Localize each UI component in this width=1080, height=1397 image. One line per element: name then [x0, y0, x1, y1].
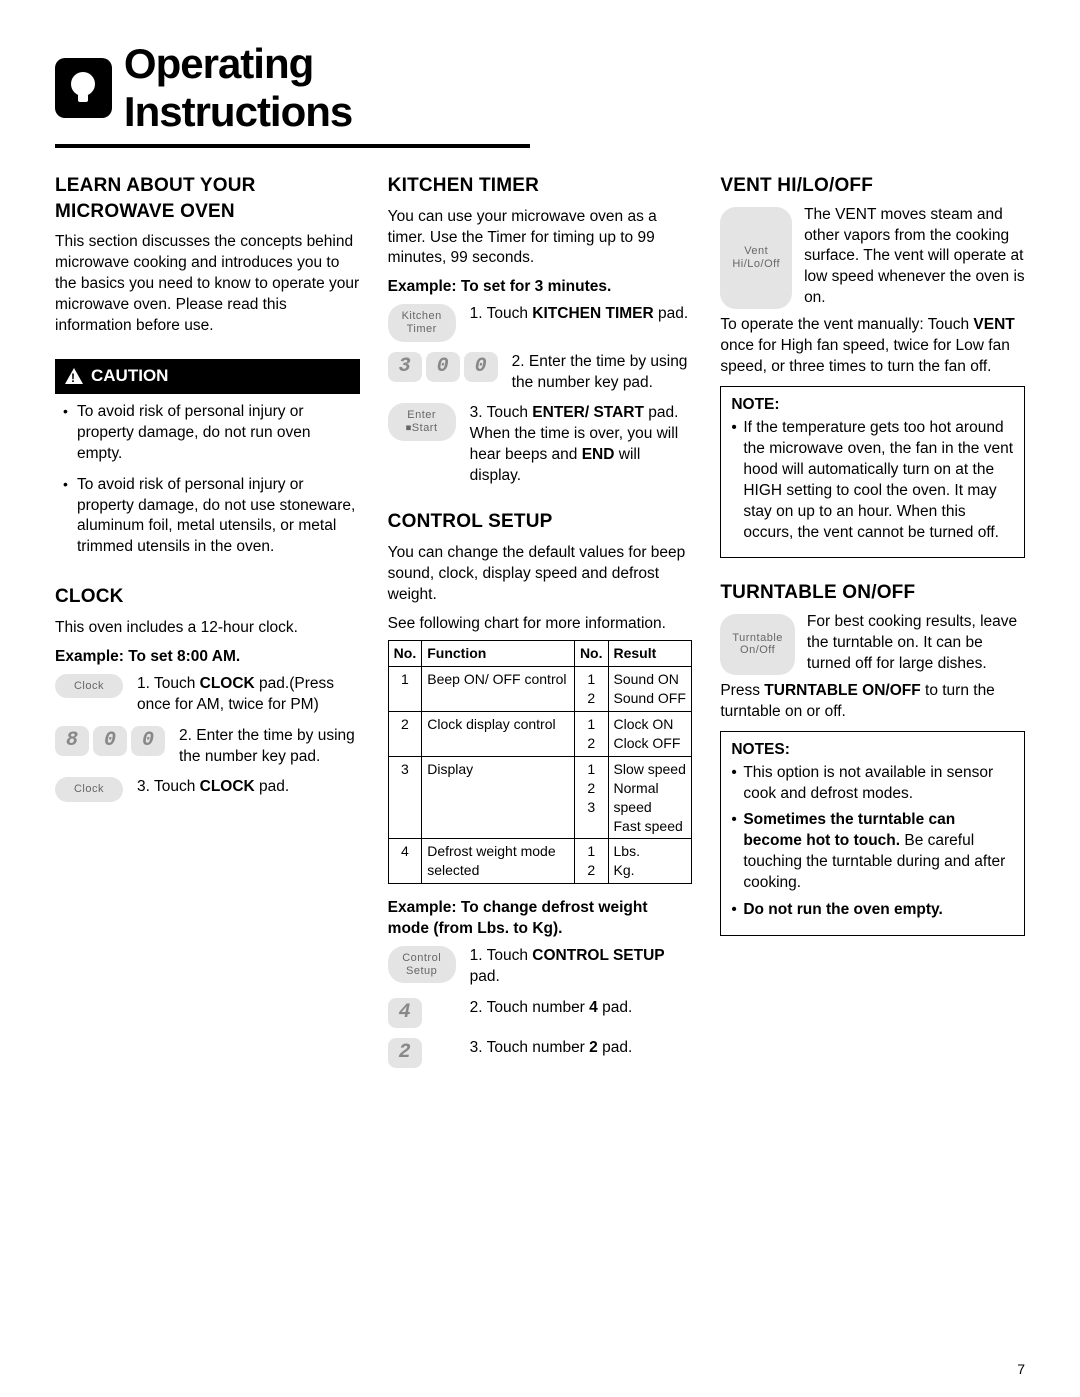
- cell: 1 2: [574, 839, 608, 884]
- vent-pad: VentHi/Lo/Off: [720, 207, 792, 310]
- caution-bar: CAUTION: [55, 359, 360, 394]
- turntable-p1: For best cooking results, leave the turn…: [807, 612, 1025, 675]
- th-result: Result: [608, 641, 692, 667]
- timer-step-1: 1. Touch KITCHEN TIMER pad.: [470, 304, 693, 325]
- content-columns: LEARN ABOUT YOUR MICROWAVE OVEN This sec…: [55, 173, 1025, 1090]
- control-example: Example: To change defrost weight mode (…: [388, 898, 693, 940]
- cell: 1 2: [574, 667, 608, 712]
- digit: 0: [464, 352, 498, 382]
- caution-list: To avoid risk of personal injury or prop…: [55, 402, 360, 558]
- turntable-note: Do not run the oven empty.: [743, 900, 1014, 921]
- digit: 4: [388, 998, 422, 1028]
- clock-step-3: 3. Touch CLOCK pad.: [137, 777, 360, 798]
- clock-step-2: 2. Enter the time by using the number ke…: [179, 726, 360, 768]
- page-number: 7: [1017, 1361, 1025, 1377]
- clock-step-1: 1. Touch CLOCK pad.(Press once for AM, t…: [137, 674, 360, 716]
- note-label: NOTE:: [731, 396, 779, 413]
- digit: 0: [93, 726, 127, 756]
- timer-intro: You can use your microwave oven as a tim…: [388, 207, 693, 270]
- control-step-2: 2. Touch number 4 pad.: [470, 998, 693, 1019]
- cell: 1 2 3: [574, 756, 608, 839]
- control-step-1: 1. Touch CONTROL SETUP pad.: [470, 946, 693, 988]
- turntable-pad: TurntableOn/Off: [720, 614, 795, 675]
- turntable-note: This option is not available in sensor c…: [743, 763, 1014, 805]
- clock-intro: This oven includes a 12-hour clock.: [55, 618, 360, 639]
- column-3: VENT HI/LO/OFF VentHi/Lo/Off The VENT mo…: [720, 173, 1025, 1090]
- digit-pad: 8 0 0: [55, 726, 165, 756]
- vent-note-box: NOTE: If the temperature gets too hot ar…: [720, 386, 1025, 558]
- page-title: Operating Instructions: [124, 40, 530, 136]
- th-function: Function: [422, 641, 575, 667]
- vent-note-item: If the temperature gets too hot around t…: [743, 418, 1014, 544]
- turntable-notes-box: NOTES: This option is not available in s…: [720, 731, 1025, 936]
- vent-heading: VENT HI/LO/OFF: [720, 173, 1025, 199]
- control-seechart: See following chart for more information…: [388, 614, 693, 635]
- clock-pad-button: Clock: [55, 777, 123, 802]
- control-step-3: 3. Touch number 2 pad.: [470, 1038, 693, 1059]
- caution-item: To avoid risk of personal injury or prop…: [77, 402, 356, 465]
- cell: Slow speed Normal speed Fast speed: [608, 756, 692, 839]
- warning-icon: [65, 368, 83, 384]
- column-2: KITCHEN TIMER You can use your microwave…: [388, 173, 693, 1090]
- page-header: Operating Instructions: [55, 40, 530, 148]
- cell: 3: [388, 756, 422, 839]
- cell: Display: [422, 756, 575, 839]
- column-1: LEARN ABOUT YOUR MICROWAVE OVEN This sec…: [55, 173, 360, 1090]
- cell: 2: [388, 712, 422, 757]
- kitchen-timer-pad: KitchenTimer: [388, 304, 456, 341]
- digit: 0: [131, 726, 165, 756]
- digit: 0: [426, 352, 460, 382]
- vent-p1: The VENT moves steam and other vapors fr…: [804, 205, 1025, 310]
- vent-p2: To operate the vent manually: Touch VENT…: [720, 315, 1025, 378]
- learn-heading: LEARN ABOUT YOUR MICROWAVE OVEN: [55, 173, 360, 224]
- cell: 1 2: [574, 712, 608, 757]
- digit: 3: [388, 352, 422, 382]
- cell: 4: [388, 839, 422, 884]
- cell: Clock ON Clock OFF: [608, 712, 692, 757]
- caution-item: To avoid risk of personal injury or prop…: [77, 475, 356, 559]
- control-setup-pad: ControlSetup: [388, 946, 456, 983]
- cell: Lbs. Kg.: [608, 839, 692, 884]
- digit: 2: [388, 1038, 422, 1068]
- clock-pad-button: Clock: [55, 674, 123, 699]
- timer-step-2: 2. Enter the time by using the number ke…: [512, 352, 693, 394]
- enter-start-pad: Enter⏹Start: [388, 403, 456, 440]
- control-heading: CONTROL SETUP: [388, 509, 693, 535]
- turntable-p2: Press TURNTABLE ON/OFF to turn the turnt…: [720, 681, 1025, 723]
- control-setup-table: No. Function No. Result 1Beep ON/ OFF co…: [388, 640, 693, 884]
- timer-step-3: 3. Touch ENTER/ START pad. When the time…: [470, 403, 693, 487]
- cell: Clock display control: [422, 712, 575, 757]
- th-no: No.: [388, 641, 422, 667]
- cell: Sound ON Sound OFF: [608, 667, 692, 712]
- cell: Defrost weight mode selected: [422, 839, 575, 884]
- learn-intro: This section discusses the concepts behi…: [55, 232, 360, 337]
- turntable-note: Sometimes the turntable can become hot t…: [743, 810, 1014, 894]
- digit: 8: [55, 726, 89, 756]
- cell: 1: [388, 667, 422, 712]
- digit-pad: 3 0 0: [388, 352, 498, 382]
- timer-heading: KITCHEN TIMER: [388, 173, 693, 199]
- lightbulb-icon: [55, 58, 112, 118]
- caution-label: CAUTION: [91, 365, 168, 388]
- cell: Beep ON/ OFF control: [422, 667, 575, 712]
- clock-example: Example: To set 8:00 AM.: [55, 647, 360, 668]
- control-intro: You can change the default values for be…: [388, 543, 693, 606]
- th-no2: No.: [574, 641, 608, 667]
- turntable-heading: TURNTABLE ON/OFF: [720, 580, 1025, 606]
- timer-example: Example: To set for 3 minutes.: [388, 277, 693, 298]
- clock-heading: CLOCK: [55, 584, 360, 610]
- notes-label: NOTES:: [731, 741, 790, 758]
